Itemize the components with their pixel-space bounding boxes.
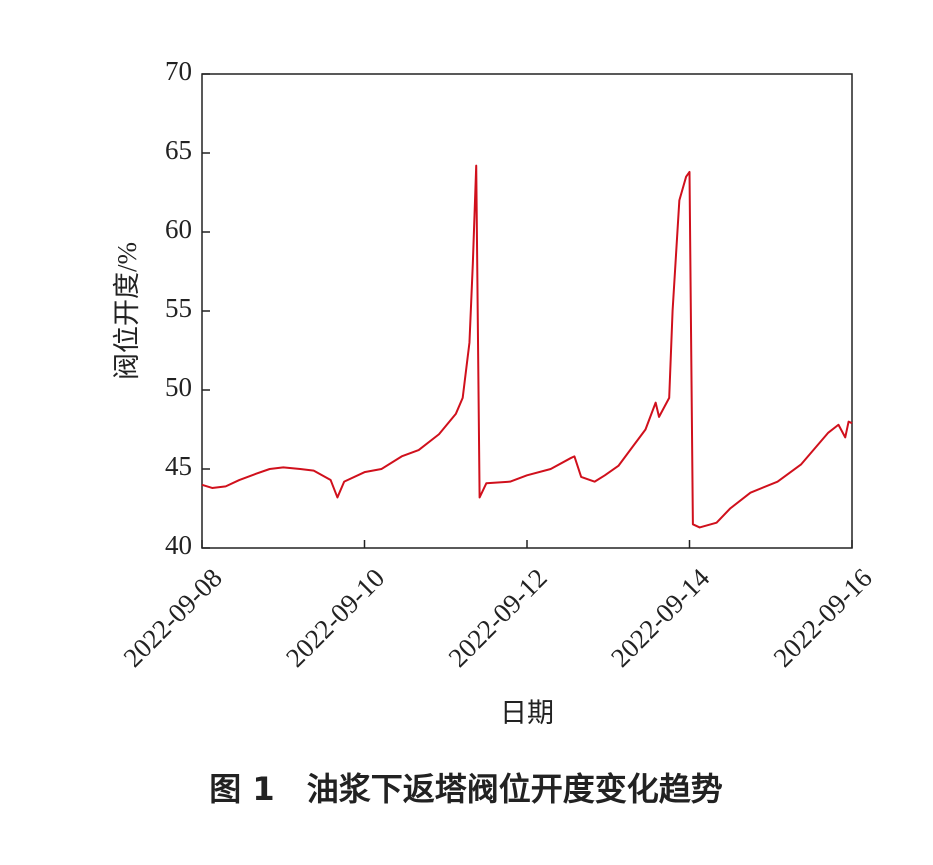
y-tick-label: 70 — [165, 56, 192, 86]
y-tick-label: 40 — [165, 530, 192, 560]
x-tick-label: 2022-09-16 — [768, 563, 878, 673]
x-axis-label: 日期 — [500, 698, 554, 728]
y-tick-label: 50 — [165, 372, 192, 402]
y-tick-label: 65 — [165, 135, 192, 165]
y-tick-label: 45 — [165, 451, 192, 481]
x-tick-label: 2022-09-12 — [443, 563, 553, 673]
y-tick-label: 60 — [165, 214, 192, 244]
y-axis-label: 阀位开度/% — [112, 242, 142, 380]
plot-frame — [201, 73, 853, 549]
x-tick-label: 2022-09-10 — [280, 563, 390, 673]
figure-caption: 图 1 油浆下返塔阀位开度变化趋势 — [209, 770, 722, 808]
x-tick-label: 2022-09-08 — [118, 563, 228, 673]
y-tick-label: 55 — [165, 293, 192, 323]
data-line — [201, 164, 853, 529]
x-tick-label: 2022-09-14 — [605, 562, 716, 673]
